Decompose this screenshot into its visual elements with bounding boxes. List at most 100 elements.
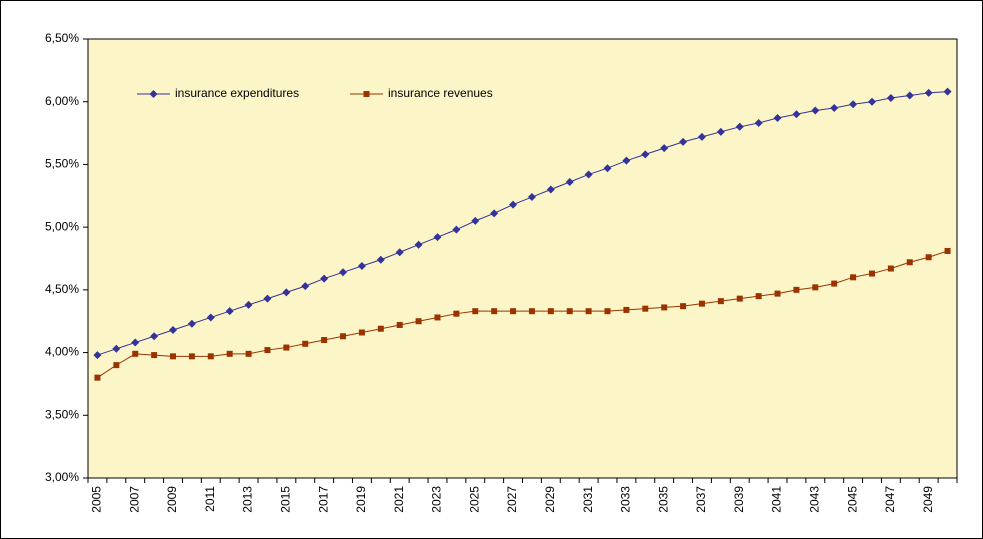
marker [698,300,705,307]
marker [509,200,518,209]
marker [527,193,536,202]
marker [112,344,121,353]
x-tick-label: 2017 [316,486,330,513]
marker [623,306,630,313]
marker [283,344,290,351]
marker [131,338,140,347]
marker [660,144,669,153]
marker [717,298,724,305]
marker [245,350,252,357]
marker [357,262,366,271]
marker [490,209,499,218]
marker [149,90,158,98]
series-line [97,250,948,379]
legend-label: insurance revenues [388,86,493,100]
y-tick-label: 3,50% [45,407,79,421]
marker [113,362,120,369]
marker [886,93,895,102]
marker [340,333,347,340]
marker [925,254,932,261]
y-tick-label: 4,00% [45,345,79,359]
marker [452,225,461,234]
marker [363,91,370,97]
marker [887,265,894,272]
x-tick-label: 2041 [770,486,784,513]
x-tick-label: 2027 [505,486,519,513]
marker [151,352,158,359]
legend-label: insurance expenditures [175,86,299,100]
x-tick-label: 2009 [165,486,179,513]
marker [321,337,328,344]
marker [661,304,668,311]
marker [546,185,555,194]
marker [697,132,706,141]
marker [225,307,234,316]
marker [642,305,649,312]
x-tick-label: 2023 [430,486,444,513]
marker [905,91,914,100]
marker [187,319,196,328]
marker [924,88,933,97]
marker [244,300,253,309]
marker [774,290,781,297]
marker [585,308,592,315]
marker [414,240,423,249]
x-tick-label: 2043 [807,486,821,513]
y-tick-label: 6,00% [45,94,79,108]
marker [603,164,612,173]
marker [471,216,480,225]
marker [206,313,215,322]
x-tick-label: 2035 [656,486,670,513]
marker [944,247,951,254]
marker [679,137,688,146]
marker [339,268,348,277]
marker [943,87,952,96]
marker [433,233,442,242]
marker [849,100,858,109]
marker [415,318,422,325]
marker [792,110,801,119]
x-tick-label: 2005 [90,486,104,513]
marker [263,294,272,303]
marker [207,353,214,360]
marker [565,177,574,186]
x-tick-label: 2007 [127,486,141,513]
x-tick-label: 2045 [845,486,859,513]
x-tick-label: 2049 [921,486,935,513]
marker [773,114,782,123]
marker [906,259,913,266]
marker [396,321,403,328]
y-tick-label: 4,50% [45,282,79,296]
x-tick-label: 2015 [279,486,293,513]
plot-background [87,38,958,479]
marker [793,286,800,293]
marker [716,127,725,136]
marker [434,314,441,321]
marker [831,280,838,287]
marker [566,308,573,315]
marker [491,308,498,315]
x-tick-label: 2021 [392,486,406,513]
marker [680,303,687,310]
marker [755,293,762,300]
marker [358,329,365,336]
marker [169,325,178,334]
marker [604,308,611,315]
x-tick-label: 2031 [581,486,595,513]
marker [735,122,744,131]
marker [736,295,743,302]
marker [377,325,384,332]
marker [376,255,385,264]
series-line [97,91,948,356]
marker [320,274,329,283]
y-tick-label: 3,00% [45,470,79,484]
marker [811,106,820,115]
marker [547,308,554,315]
y-tick-label: 5,50% [45,157,79,171]
marker [301,282,310,291]
marker [868,270,875,277]
marker [584,170,593,179]
marker [472,308,479,315]
y-tick-label: 6,50% [45,31,79,45]
